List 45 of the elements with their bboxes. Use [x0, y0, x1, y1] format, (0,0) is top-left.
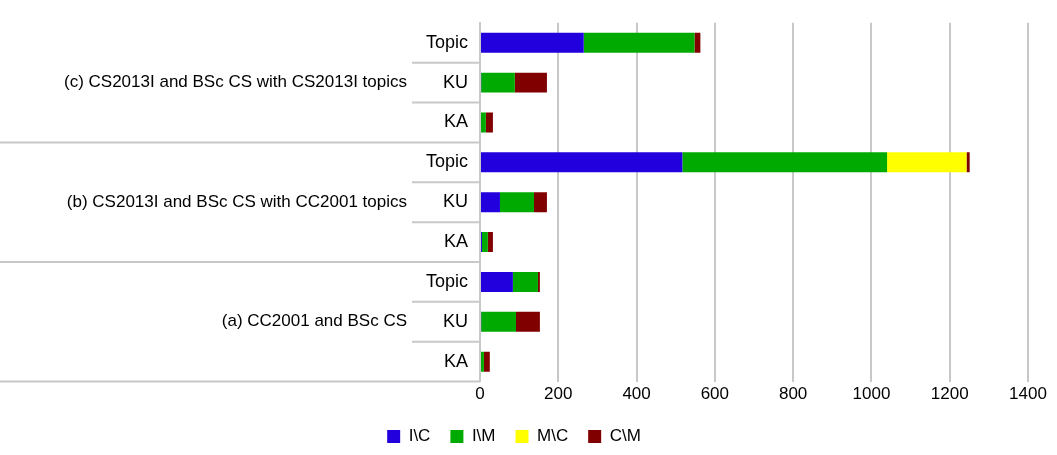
bar	[887, 152, 967, 173]
y-tick-label: Topic	[425, 270, 468, 291]
bar	[485, 112, 493, 133]
y-tick-label: KU	[442, 191, 468, 212]
legend-label: C\M	[609, 426, 641, 446]
x-tick-label: 1000	[852, 384, 891, 404]
text: (b) CS2013I and BSc CS with CC2001 topics	[66, 191, 407, 211]
bar	[534, 192, 547, 213]
y-tick-label: KU	[442, 71, 468, 92]
bar	[481, 311, 517, 332]
bar	[487, 232, 493, 253]
bar	[481, 351, 484, 372]
bar	[483, 351, 490, 372]
bar	[481, 192, 500, 213]
y-tick-label: Topic	[425, 151, 468, 172]
bar	[481, 271, 513, 292]
x-tick-label: 600	[700, 384, 730, 404]
text: (c) CS2013I and BSc CS with CS2013I topics	[64, 72, 407, 92]
bar	[966, 152, 970, 173]
y-tick-label: KA	[443, 111, 468, 132]
bar	[481, 152, 683, 173]
bar	[512, 271, 538, 292]
bar	[682, 152, 888, 173]
legend-label: M\C	[537, 426, 569, 446]
x-tick-label: 400	[622, 384, 651, 404]
x-tick-label: 1400	[1009, 384, 1047, 404]
bar	[481, 112, 486, 133]
x-tick-label: 200	[544, 384, 573, 404]
bar	[516, 311, 540, 332]
legend-label: I\M	[471, 426, 496, 446]
bar	[514, 72, 547, 93]
text: (a) CC2001 and BSc CS	[221, 311, 407, 331]
y-tick-label: KU	[442, 310, 468, 331]
y-tick-label: Topic	[425, 31, 468, 52]
bar	[481, 72, 515, 93]
bar	[499, 192, 535, 213]
y-tick-label: KA	[443, 350, 468, 371]
x-tick-label: 800	[778, 384, 808, 404]
x-tick-label: 1200	[930, 384, 969, 404]
bar	[583, 32, 695, 53]
y-tick-label: KA	[443, 231, 468, 252]
legend-label: I\C	[408, 426, 431, 446]
x-tick-label: 0	[475, 384, 485, 404]
bar	[481, 32, 584, 53]
bar	[481, 232, 488, 253]
